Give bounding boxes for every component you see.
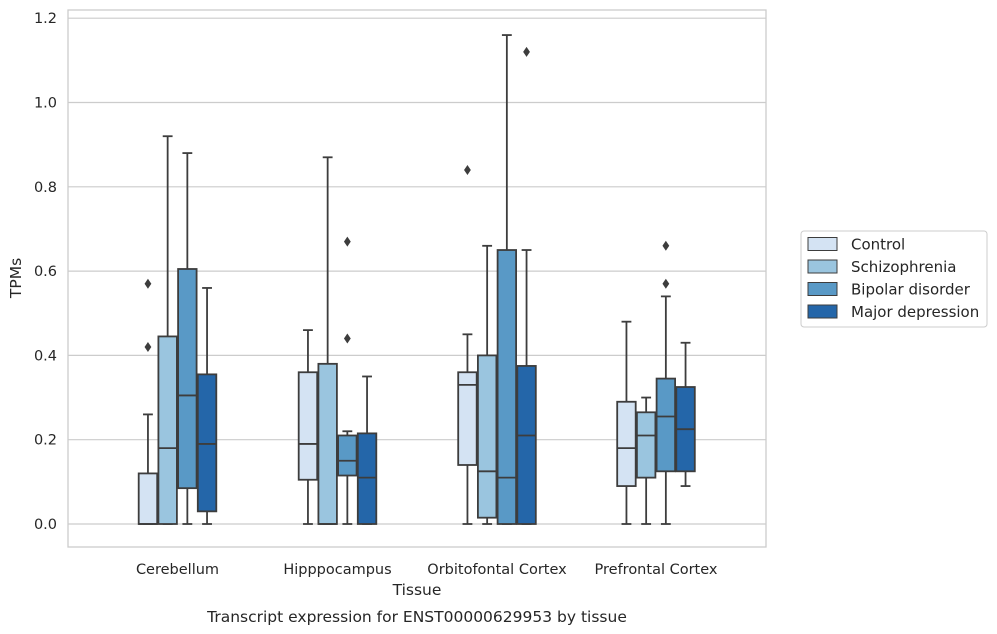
legend-swatch	[807, 304, 838, 319]
outlier-point	[523, 46, 530, 57]
legend-item: Schizophrenia	[807, 258, 956, 276]
box-iqr	[297, 371, 319, 481]
box-iqr	[356, 432, 378, 525]
x-tick-label: Prefrontal Cortex	[595, 562, 718, 578]
box-plot-item	[636, 396, 657, 525]
box-iqr	[337, 434, 358, 477]
box-iqr	[655, 377, 676, 473]
box-plot-item	[137, 278, 159, 525]
box-iqr	[196, 373, 218, 513]
legend-swatch	[807, 237, 838, 251]
x-tick-label: Hipppocampus	[283, 562, 391, 578]
plot-frame	[67, 9, 767, 548]
box-iqr	[177, 268, 198, 490]
legend-label: Major depression	[851, 303, 979, 321]
box-plot-item	[457, 164, 478, 525]
y-axis-label: TPMs	[7, 258, 25, 299]
x-tick-label: Orbitofontal Cortex	[427, 562, 567, 578]
box-iqr	[496, 249, 518, 525]
series-control	[137, 164, 637, 525]
legend-item: Control	[807, 236, 905, 254]
x-tick-label: Cerebellum	[136, 562, 219, 578]
outlier-point	[662, 278, 670, 289]
box-plot-item	[516, 46, 537, 525]
y-axis-ticks: 0.0 0.2 0.4 0.6 0.8 1.0 1.2	[34, 11, 57, 533]
box-plot-item	[177, 152, 198, 525]
outlier-point	[464, 164, 471, 175]
series-major-depression	[196, 46, 696, 525]
box-plot-series	[137, 34, 696, 525]
box-iqr	[636, 411, 657, 479]
outlier-point	[144, 278, 152, 289]
box-iqr	[476, 354, 498, 519]
series-schizophrenia	[157, 135, 657, 525]
legend-label: Schizophrenia	[851, 258, 956, 276]
box-plot-item	[157, 135, 178, 525]
outlier-point	[144, 341, 152, 352]
outlier-point	[662, 240, 670, 251]
box-plot-item	[616, 320, 637, 525]
y-tick-label: 0.4	[34, 348, 57, 364]
chart-caption: Transcript expression for ENST0000062995…	[206, 608, 627, 626]
y-tick-label: 1.0	[34, 96, 57, 112]
legend-item: Major depression	[807, 303, 979, 321]
box-plot-item	[496, 34, 518, 525]
box-iqr	[516, 365, 537, 525]
y-tick-label: 1.2	[34, 11, 57, 27]
legend: Control Schizophrenia Bipolar disorder Majo…	[800, 230, 988, 328]
legend-swatch	[807, 282, 838, 296]
box-plot-item	[196, 287, 218, 525]
y-tick-label: 0.6	[34, 264, 57, 280]
x-axis-label: Tissue	[392, 581, 442, 599]
outlier-point	[343, 236, 351, 247]
series-bipolar-disorder	[177, 34, 676, 525]
box-plot-item	[356, 375, 378, 525]
legend-label: Bipolar disorder	[851, 281, 971, 299]
box-iqr	[317, 362, 338, 525]
legend-item: Bipolar disorder	[807, 281, 971, 299]
box-plot-item	[655, 240, 676, 525]
box-plot-item	[476, 244, 498, 525]
legend-label: Control	[851, 236, 905, 254]
box-iqr	[457, 371, 478, 466]
outlier-point	[343, 333, 351, 344]
y-tick-label: 0.2	[34, 433, 57, 449]
y-tick-label: 0.0	[34, 517, 57, 533]
box-iqr	[157, 335, 178, 525]
legend-swatch	[807, 259, 838, 274]
x-axis-ticks: Cerebellum Hipppocampus Orbitofontal Corte…	[136, 562, 718, 578]
box-plot-item	[317, 156, 338, 525]
box-plot-item	[297, 329, 319, 525]
legend-frame	[800, 230, 988, 328]
box-plot-item	[675, 341, 696, 487]
box-iqr	[616, 400, 637, 487]
box-iqr	[137, 472, 159, 525]
box-plot-item	[337, 236, 358, 525]
y-tick-label: 0.8	[34, 180, 57, 196]
